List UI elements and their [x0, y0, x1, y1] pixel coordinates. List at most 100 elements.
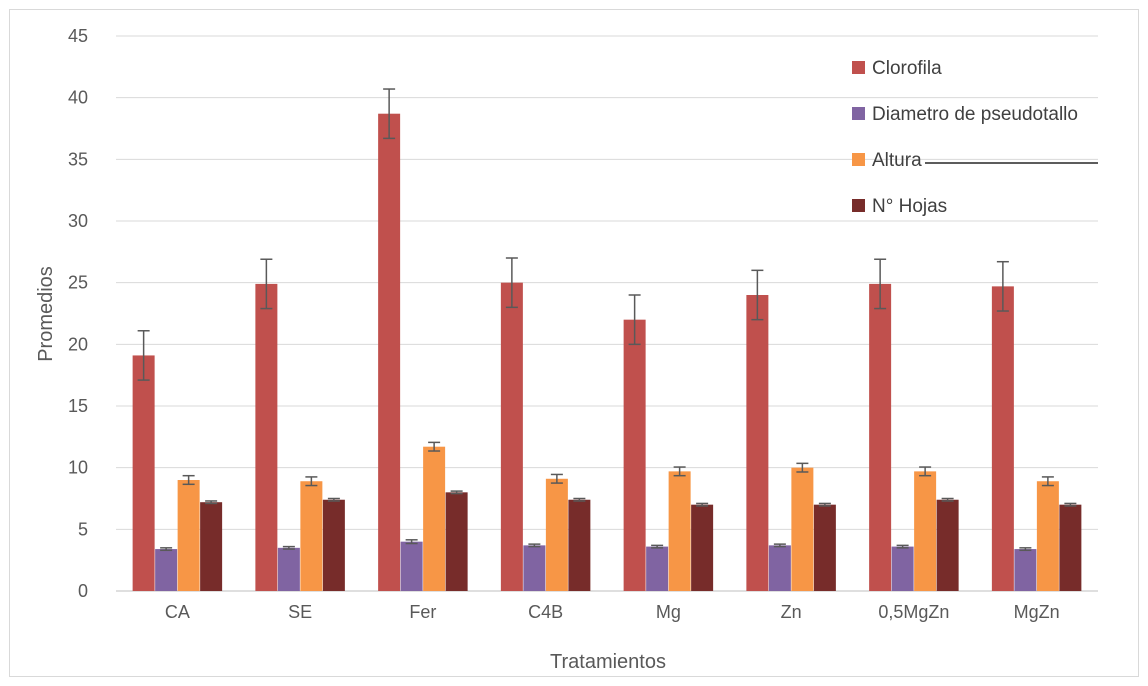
error-bar [260, 258, 273, 310]
bar [891, 546, 914, 591]
error-bar [450, 490, 463, 495]
bar [646, 546, 669, 591]
error-bar [628, 294, 641, 346]
y-tick-label: 15 [68, 396, 88, 416]
bar [768, 545, 791, 591]
error-bars [137, 88, 1077, 552]
y-tick-label: 25 [68, 273, 88, 293]
bar [869, 283, 892, 591]
x-tick-label: SE [288, 602, 312, 622]
bar [132, 355, 155, 591]
x-tick-label: Fer [409, 602, 436, 622]
bar [791, 467, 814, 591]
error-bar [1064, 502, 1077, 507]
error-bar [327, 497, 340, 502]
bar [400, 541, 423, 591]
bar [423, 446, 446, 591]
error-bar [651, 544, 664, 549]
y-tick-label: 45 [68, 26, 88, 46]
error-bar [182, 474, 195, 486]
error-bar [1019, 547, 1032, 552]
bar [991, 286, 1014, 591]
bar [1014, 549, 1037, 591]
bar [936, 499, 959, 591]
x-tick-label: MgZn [1014, 602, 1060, 622]
error-bar [896, 544, 909, 549]
x-axis-title: Tratamientos [550, 651, 666, 673]
error-bar [996, 260, 1009, 312]
y-axis-title: Promedios [35, 266, 57, 362]
legend-swatch [852, 199, 865, 212]
error-bar [282, 545, 295, 550]
bar [500, 282, 523, 591]
error-bar [137, 330, 150, 381]
legend-swatch [852, 107, 865, 120]
error-bar [573, 497, 586, 502]
error-bar [818, 502, 831, 507]
y-axis-ticks: 0 5 10 15 20 25 30 35 40 45 [68, 26, 88, 601]
legend: Clorofila Diametro de pseudotallo Altura N°… [852, 58, 1078, 217]
bar [545, 478, 568, 591]
y-tick-label: 0 [78, 581, 88, 601]
y-tick-label: 30 [68, 211, 88, 231]
bar [523, 545, 546, 591]
error-bar [1041, 476, 1054, 487]
bar [378, 113, 401, 591]
x-tick-label: 0,5MgZn [878, 602, 949, 622]
bar [813, 504, 836, 591]
error-bar [751, 269, 764, 321]
x-axis-ticks: CA SE Fer C4B Mg Zn 0,5MgZn MgZn [165, 602, 1060, 622]
error-bar [696, 502, 709, 507]
error-bar [160, 547, 173, 552]
bar [746, 295, 769, 591]
bar [668, 471, 691, 591]
y-tick-label: 10 [68, 458, 88, 478]
error-bar [305, 476, 318, 487]
error-bar [673, 466, 686, 477]
bar [623, 319, 646, 591]
bar [1059, 504, 1082, 591]
x-tick-label: Zn [781, 602, 802, 622]
error-bar [919, 466, 932, 477]
bars [132, 113, 1082, 591]
bar [300, 481, 323, 591]
bar [322, 499, 345, 591]
error-bar [773, 543, 786, 548]
error-bar [505, 257, 518, 309]
error-bar [428, 441, 441, 452]
y-tick-label: 35 [68, 149, 88, 169]
error-bar [205, 500, 218, 505]
legend-label: N° Hojas [872, 196, 947, 217]
y-tick-label: 40 [68, 88, 88, 108]
legend-swatch [852, 61, 865, 74]
error-bar [405, 539, 418, 545]
error-bar [550, 473, 563, 484]
legend-item: Diametro de pseudotallo [852, 104, 1078, 125]
bar [1036, 481, 1059, 591]
bar [200, 502, 223, 591]
error-bar [796, 462, 809, 473]
y-tick-label: 5 [78, 519, 88, 539]
x-tick-label: Mg [656, 602, 681, 622]
bar [277, 547, 300, 591]
error-bar [528, 543, 541, 548]
legend-item: Altura [852, 150, 922, 171]
error-bar [874, 258, 887, 310]
bar [914, 471, 937, 591]
legend-item: Clorofila [852, 58, 942, 79]
legend-label: Clorofila [872, 58, 942, 79]
y-tick-label: 20 [68, 334, 88, 354]
x-tick-label: C4B [528, 602, 563, 622]
bar [155, 549, 178, 591]
bar [255, 283, 278, 591]
bar [568, 499, 591, 591]
bar [445, 492, 468, 591]
bar [177, 480, 200, 591]
error-bar [383, 88, 396, 140]
x-tick-label: CA [165, 602, 190, 622]
error-bar [941, 497, 954, 502]
legend-label: Diametro de pseudotallo [872, 104, 1078, 125]
legend-item: N° Hojas [852, 196, 947, 217]
legend-swatch [852, 153, 865, 166]
